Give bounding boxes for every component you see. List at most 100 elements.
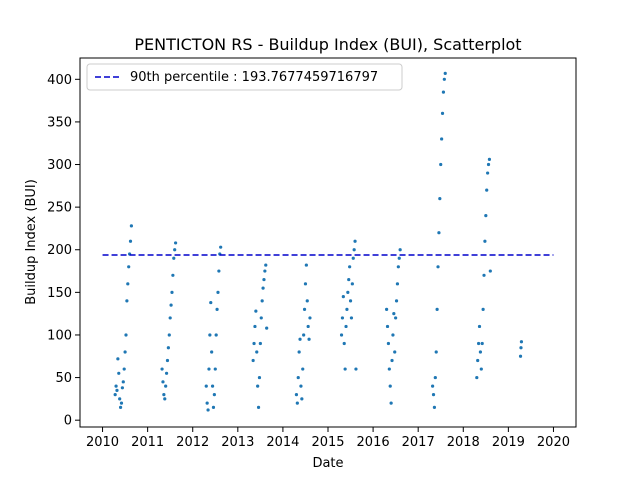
data-point <box>173 248 177 252</box>
data-point <box>483 239 487 243</box>
data-point <box>113 393 117 397</box>
data-point <box>296 375 300 380</box>
data-point <box>256 405 261 409</box>
data-point <box>387 367 391 371</box>
data-point <box>479 367 483 371</box>
data-point <box>396 265 400 269</box>
y-tick-label: 0 <box>64 414 72 429</box>
data-point <box>294 393 299 397</box>
y-tick-label: 50 <box>55 371 72 386</box>
data-point <box>476 358 480 363</box>
data-point <box>295 401 299 405</box>
data-point <box>441 90 446 94</box>
data-point <box>300 397 304 401</box>
data-point <box>487 157 492 162</box>
data-point <box>217 269 221 273</box>
data-point <box>440 111 445 115</box>
data-point <box>486 171 490 175</box>
data-point <box>339 333 344 337</box>
data-point <box>433 375 437 380</box>
data-point <box>126 282 130 286</box>
data-point <box>171 273 175 277</box>
y-tick-label: 100 <box>47 328 72 343</box>
data-point <box>386 341 391 346</box>
data-point <box>435 307 439 311</box>
data-point <box>127 265 131 269</box>
data-point <box>344 324 348 329</box>
y-tick-label: 200 <box>47 243 72 258</box>
data-point <box>124 333 128 337</box>
data-point <box>488 269 492 273</box>
data-point <box>353 239 357 243</box>
x-tick-label: 2019 <box>492 435 525 450</box>
data-point <box>173 241 178 245</box>
data-point <box>120 386 124 390</box>
data-point <box>164 384 168 388</box>
legend-label: 90th percentile : 193.7677459716797 <box>130 70 378 85</box>
data-point <box>394 316 398 320</box>
data-point <box>482 273 486 277</box>
data-point <box>115 388 119 392</box>
legend: 90th percentile : 193.7677459716797 <box>86 63 403 91</box>
data-point <box>215 307 219 311</box>
x-axis-label: Date <box>312 456 343 471</box>
data-point <box>349 316 354 320</box>
data-point <box>160 367 164 371</box>
data-point <box>397 256 401 260</box>
data-point <box>260 299 264 303</box>
data-point <box>389 401 393 405</box>
data-point <box>254 309 258 313</box>
data-point <box>341 295 345 299</box>
data-point <box>431 393 436 397</box>
data-point <box>259 316 263 320</box>
data-point <box>303 282 308 286</box>
data-point <box>481 307 485 311</box>
data-point <box>486 162 491 167</box>
data-point <box>440 137 444 141</box>
data-point <box>519 340 524 344</box>
data-point <box>256 384 260 388</box>
data-point <box>352 248 356 252</box>
x-axis: 2010 2011 2012 2013 2014 2015 2016 2017 2018 2019… <box>86 427 570 450</box>
data-point <box>210 350 214 354</box>
data-point <box>161 380 165 384</box>
plot-area <box>79 57 577 428</box>
data-point <box>340 316 345 320</box>
x-tick-label: 2010 <box>86 435 119 450</box>
data-point <box>442 77 446 81</box>
data-point <box>253 324 257 329</box>
y-tick-label: 250 <box>47 201 72 216</box>
data-point <box>252 341 256 346</box>
data-point <box>477 324 482 329</box>
data-point <box>305 299 309 303</box>
x-tick-label: 2013 <box>221 435 254 450</box>
data-point <box>208 333 212 337</box>
data-point <box>351 256 355 260</box>
data-point <box>265 326 269 330</box>
data-point <box>129 224 134 228</box>
data-point <box>210 384 215 388</box>
data-point <box>262 277 266 282</box>
data-point <box>297 350 301 354</box>
data-point <box>385 324 390 329</box>
data-point <box>251 358 255 363</box>
data-point <box>167 333 171 337</box>
data-point <box>302 307 307 311</box>
data-point <box>299 384 303 388</box>
data-point <box>205 401 209 405</box>
data-point <box>172 256 176 260</box>
x-tick-label: 2015 <box>311 435 344 450</box>
data-point <box>166 346 170 350</box>
data-point <box>212 393 216 397</box>
data-point <box>434 350 438 354</box>
x-tick-label: 2014 <box>266 435 299 450</box>
data-point <box>204 384 208 388</box>
data-point <box>302 333 306 337</box>
data-point <box>123 350 127 354</box>
data-point <box>392 312 396 316</box>
data-point <box>211 405 216 409</box>
data-point <box>343 367 347 371</box>
data-point <box>128 239 133 243</box>
x-tick-label: 2018 <box>447 435 480 450</box>
